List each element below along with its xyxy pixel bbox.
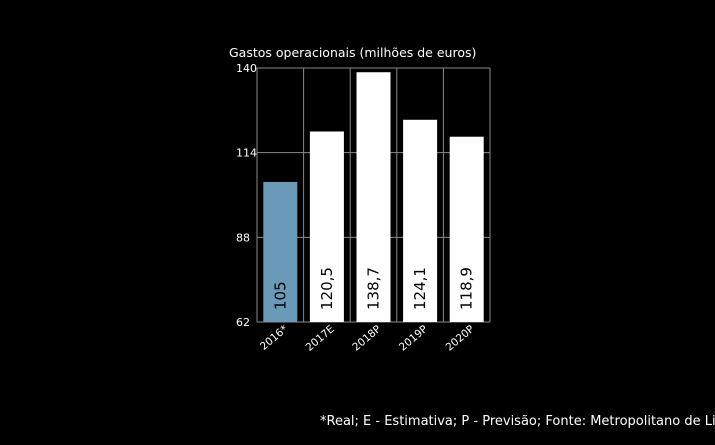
bar — [263, 181, 298, 322]
bar-value-label: 124,1 — [411, 267, 429, 310]
bar-value-label: 120,5 — [318, 267, 336, 310]
bars: 105 120,5 138,7 124,1 118,9 — [263, 72, 484, 323]
chart-title: Gastos operacionais (milhões de euros) — [229, 45, 477, 60]
x-category-label: 2016* — [258, 323, 290, 353]
bar-value-label: 118,9 — [458, 267, 476, 310]
bar — [309, 131, 344, 322]
bar — [449, 136, 484, 322]
x-axis-categories: 2016* 2017E 2018P 2019P 2020P — [258, 323, 477, 354]
x-category-label: 2019P — [397, 323, 430, 353]
bar — [403, 119, 438, 323]
bar-value-label: 138,7 — [365, 267, 383, 310]
y-axis-ticks: 62 88 114 140 — [236, 62, 257, 329]
bar — [356, 72, 391, 322]
x-category-label: 2018P — [350, 323, 383, 353]
source-footnote: *Real; E - Estimativa; P - Previsão; Fon… — [320, 414, 715, 429]
y-tick-label: 140 — [236, 62, 257, 75]
y-tick-label: 114 — [236, 147, 257, 160]
y-tick-label: 88 — [236, 231, 250, 244]
bar-value-label: 105 — [271, 281, 289, 310]
x-category-label: 2017E — [304, 323, 337, 354]
x-category-label: 2020P — [444, 323, 477, 353]
y-tick-label: 62 — [236, 316, 250, 329]
